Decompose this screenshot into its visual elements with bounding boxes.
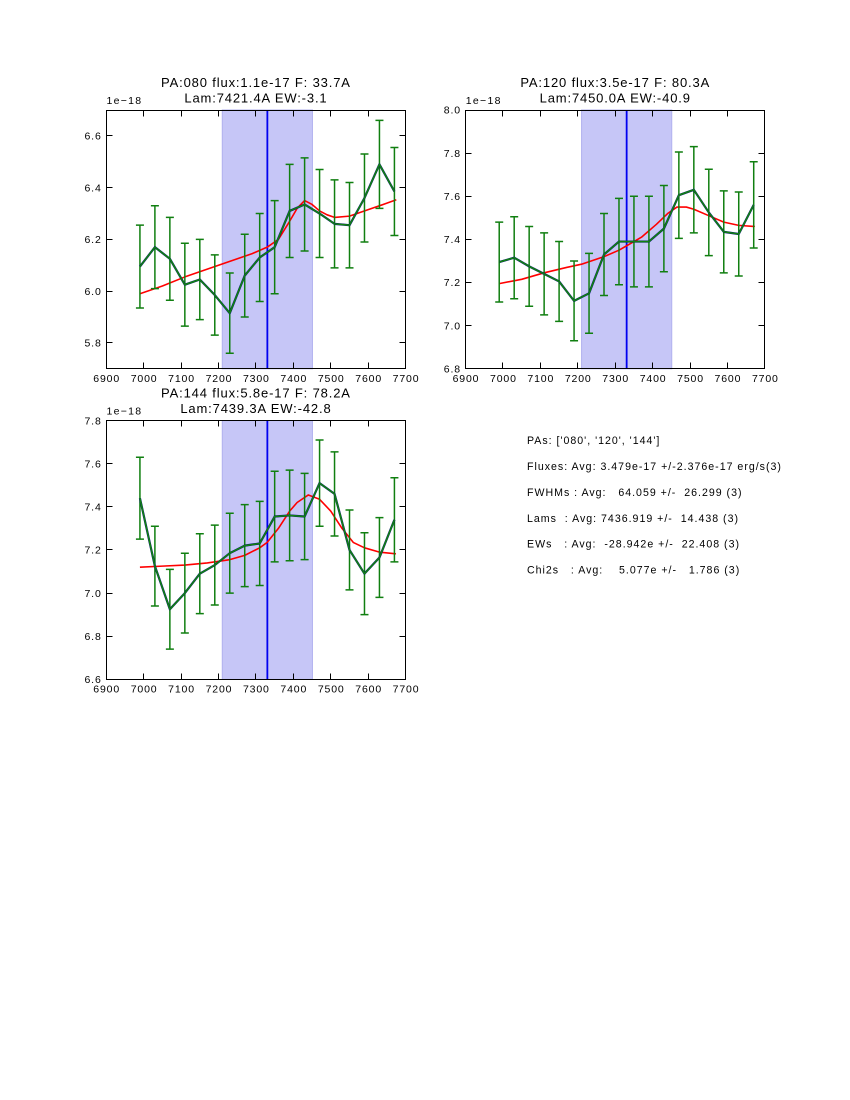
svg-text:PAs: ['080', '120', '144']: PAs: ['080', '120', '144'] bbox=[527, 435, 660, 447]
svg-text:7.8: 7.8 bbox=[84, 415, 101, 427]
svg-text:7700: 7700 bbox=[393, 684, 420, 696]
svg-text:7.0: 7.0 bbox=[84, 588, 101, 600]
svg-text:6.4: 6.4 bbox=[84, 182, 101, 194]
svg-text:7300: 7300 bbox=[602, 373, 629, 385]
svg-text:6900: 6900 bbox=[453, 373, 480, 385]
svg-text:6.0: 6.0 bbox=[84, 286, 101, 298]
svg-text:8.0: 8.0 bbox=[444, 105, 461, 117]
svg-text:1e−18: 1e−18 bbox=[106, 405, 142, 417]
svg-text:EWs : Avg: -28.942e +/- 22: EWs : Avg: -28.942e +/- 22.408 (3) bbox=[527, 539, 740, 551]
svg-text:FWHMs : Avg: 64.059 +/- 26.: FWHMs : Avg: 64.059 +/- 26.299 (3) bbox=[527, 487, 743, 499]
svg-text:7600: 7600 bbox=[355, 373, 382, 385]
svg-text:PA:120 flux:3.5e-17 F: 80.3A: PA:120 flux:3.5e-17 F: 80.3A bbox=[520, 75, 710, 90]
svg-text:Fluxes: Avg: 3.479e-17 +/-2.37: Fluxes: Avg: 3.479e-17 +/-2.376e-17 erg/… bbox=[527, 461, 782, 473]
svg-text:6900: 6900 bbox=[93, 684, 120, 696]
svg-text:7.4: 7.4 bbox=[84, 502, 101, 514]
svg-text:PA:144 flux:5.8e-17 F: 78.2A: PA:144 flux:5.8e-17 F: 78.2A bbox=[161, 386, 351, 401]
svg-text:1e−18: 1e−18 bbox=[466, 95, 502, 107]
svg-text:7500: 7500 bbox=[318, 684, 345, 696]
svg-text:7400: 7400 bbox=[640, 373, 667, 385]
svg-text:7200: 7200 bbox=[206, 684, 233, 696]
svg-text:7100: 7100 bbox=[527, 373, 554, 385]
svg-text:Lam:7421.4A EW:-3.1: Lam:7421.4A EW:-3.1 bbox=[184, 91, 327, 106]
svg-text:7200: 7200 bbox=[206, 373, 233, 385]
svg-text:7100: 7100 bbox=[168, 373, 195, 385]
svg-text:7.2: 7.2 bbox=[444, 277, 461, 289]
svg-text:7300: 7300 bbox=[243, 373, 270, 385]
svg-text:7500: 7500 bbox=[677, 373, 704, 385]
svg-text:7700: 7700 bbox=[393, 373, 420, 385]
svg-text:Lams : Avg: 7436.919 +/- 14.: Lams : Avg: 7436.919 +/- 14.438 (3) bbox=[527, 513, 739, 525]
svg-text:7000: 7000 bbox=[131, 373, 158, 385]
svg-text:PA:080 flux:1.1e-17 F: 33.7A: PA:080 flux:1.1e-17 F: 33.7A bbox=[161, 75, 351, 90]
svg-text:7200: 7200 bbox=[565, 373, 592, 385]
svg-text:7000: 7000 bbox=[131, 684, 158, 696]
svg-text:7400: 7400 bbox=[280, 373, 307, 385]
svg-text:Chi2s : Avg: 5.077e +/-: Chi2s : Avg: 5.077e +/- 1.786 (3) bbox=[527, 565, 740, 577]
svg-text:5.8: 5.8 bbox=[84, 338, 101, 350]
svg-text:7100: 7100 bbox=[168, 684, 195, 696]
svg-text:7.6: 7.6 bbox=[444, 191, 461, 203]
svg-text:7600: 7600 bbox=[715, 373, 742, 385]
svg-text:7500: 7500 bbox=[318, 373, 345, 385]
svg-text:7000: 7000 bbox=[490, 373, 517, 385]
svg-text:6.2: 6.2 bbox=[84, 234, 101, 246]
svg-text:6.8: 6.8 bbox=[84, 631, 101, 643]
svg-text:7.6: 7.6 bbox=[84, 458, 101, 470]
svg-text:7400: 7400 bbox=[280, 684, 307, 696]
svg-text:6.8: 6.8 bbox=[444, 364, 461, 376]
svg-text:1e−18: 1e−18 bbox=[106, 95, 142, 107]
svg-text:7300: 7300 bbox=[243, 684, 270, 696]
svg-text:7.2: 7.2 bbox=[84, 545, 101, 557]
svg-text:6.6: 6.6 bbox=[84, 674, 101, 686]
svg-text:7.4: 7.4 bbox=[444, 234, 461, 246]
svg-text:Lam:7450.0A EW:-40.9: Lam:7450.0A EW:-40.9 bbox=[540, 91, 691, 106]
svg-text:7.8: 7.8 bbox=[444, 148, 461, 160]
svg-text:7600: 7600 bbox=[355, 684, 382, 696]
svg-text:7.0: 7.0 bbox=[444, 320, 461, 332]
svg-text:6900: 6900 bbox=[93, 373, 120, 385]
svg-text:7700: 7700 bbox=[752, 373, 779, 385]
svg-text:Lam:7439.3A EW:-42.8: Lam:7439.3A EW:-42.8 bbox=[180, 401, 331, 416]
svg-text:6.6: 6.6 bbox=[84, 131, 101, 143]
